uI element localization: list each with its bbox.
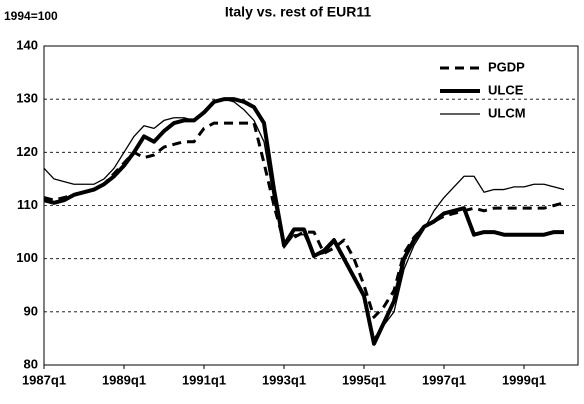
x-tick-label: 1989q1 — [102, 372, 146, 387]
legend-label: PGDP — [488, 59, 525, 74]
series-line — [43, 97, 564, 346]
x-tick-label: 1991q1 — [182, 372, 226, 387]
x-tick-label: 1995q1 — [342, 372, 386, 387]
series-line — [43, 98, 565, 340]
x-tick-label: 1997q1 — [422, 372, 466, 387]
y-tick-label: 110 — [17, 197, 38, 212]
x-tick-label: 1993q1 — [262, 372, 306, 387]
y-tick-label: 100 — [16, 250, 38, 265]
subtitle: 1994=100 — [4, 9, 58, 23]
y-tick-label: 130 — [16, 91, 38, 106]
legend-label: ULCM — [488, 105, 526, 120]
chart-title: Italy vs. rest of EUR11 — [225, 4, 372, 20]
y-tick-label: 90 — [24, 303, 38, 318]
y-tick-label: 140 — [16, 37, 38, 52]
x-tick-label: 1987q1 — [22, 372, 66, 387]
y-tick-label: 80 — [24, 356, 38, 371]
legend-label: ULCE — [488, 82, 524, 97]
y-tick-label: 120 — [16, 144, 38, 159]
x-tick-label: 1999q1 — [502, 372, 546, 387]
